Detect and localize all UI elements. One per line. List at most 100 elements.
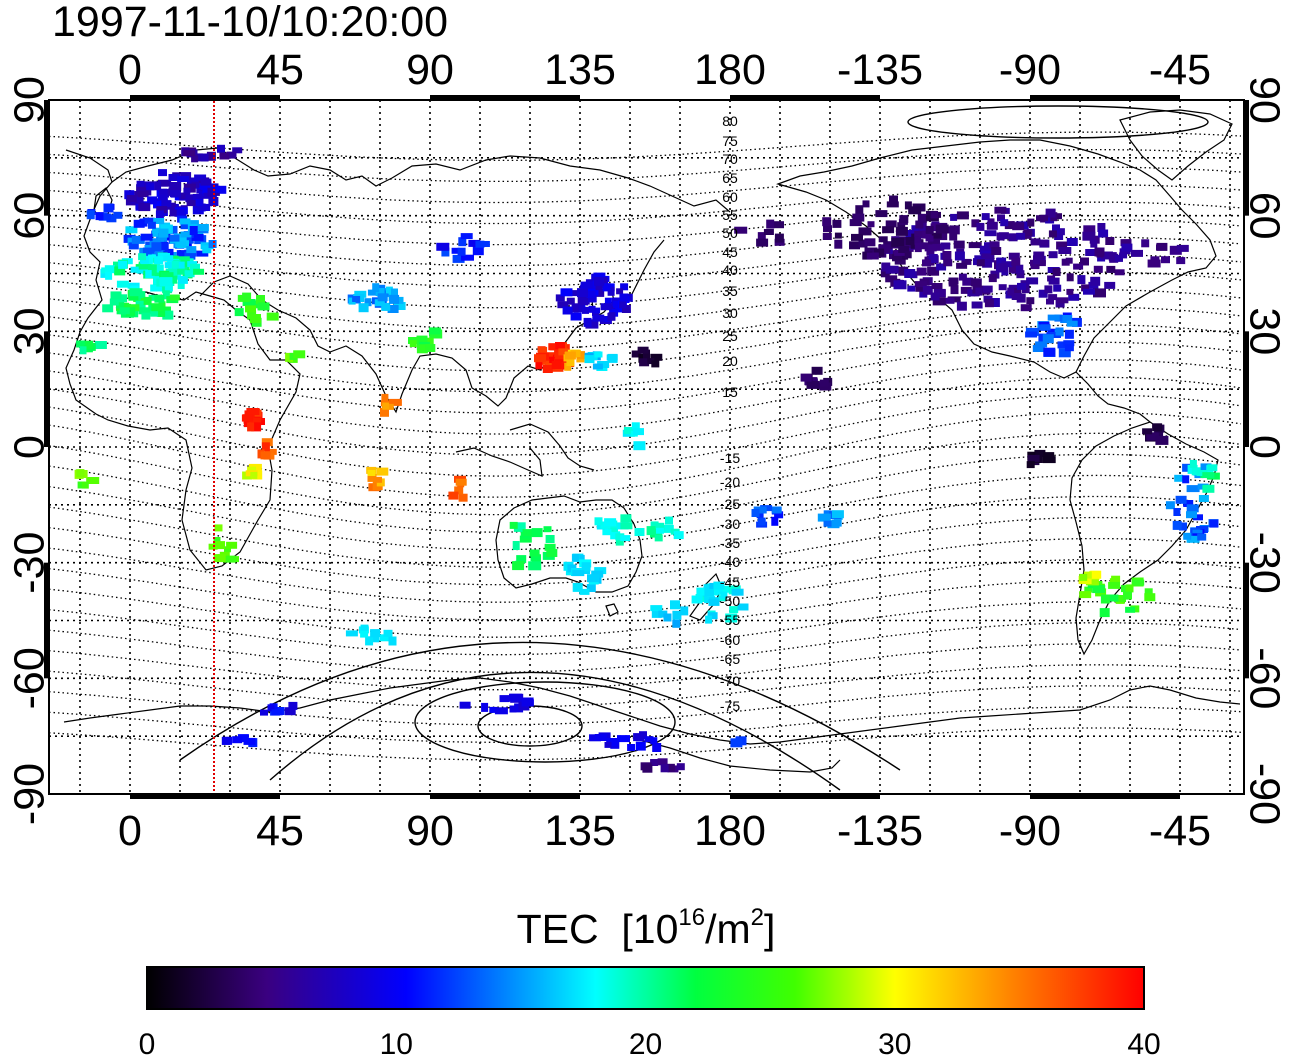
tec-pixel bbox=[219, 152, 230, 160]
tec-pixel bbox=[984, 242, 991, 251]
tec-pixel bbox=[757, 517, 766, 526]
tec-pixel bbox=[194, 174, 207, 181]
tec-pixel bbox=[600, 303, 612, 311]
tec-pixel bbox=[654, 534, 663, 542]
tec-pixel bbox=[86, 210, 95, 220]
tec-pixel bbox=[709, 582, 717, 589]
tec-pixel bbox=[528, 561, 542, 571]
tec-pixel bbox=[152, 227, 164, 237]
tec-pixel bbox=[1115, 254, 1123, 262]
tec-pixel bbox=[998, 232, 1009, 240]
tec-pixel bbox=[1077, 275, 1086, 285]
tec-pixel bbox=[997, 214, 1005, 222]
tec-pixel bbox=[1161, 256, 1170, 264]
tec-pixel bbox=[676, 763, 685, 771]
tec-pixel bbox=[185, 194, 199, 203]
tec-pixel bbox=[1186, 535, 1200, 543]
tec-pixel bbox=[1174, 474, 1184, 482]
tec-pixel bbox=[1056, 241, 1068, 250]
tec-pixel bbox=[138, 261, 151, 270]
colorbar-unit-mid: /m bbox=[705, 906, 751, 952]
tec-pixel bbox=[931, 211, 938, 219]
tec-pixel bbox=[560, 288, 573, 297]
tec-pixel bbox=[352, 296, 361, 302]
mlat-label: 50 bbox=[722, 225, 738, 241]
tec-pixel bbox=[1125, 584, 1134, 593]
tec-pixel bbox=[428, 327, 441, 335]
mlat-label: -45 bbox=[720, 574, 740, 590]
tec-pixel bbox=[375, 288, 385, 296]
tec-pixel bbox=[104, 265, 115, 274]
tec-pixel bbox=[634, 528, 645, 536]
mlat-label: 55 bbox=[722, 207, 738, 223]
tec-pixel bbox=[271, 709, 283, 716]
tec-pixel bbox=[834, 239, 843, 249]
left-lat-label: 60 bbox=[5, 192, 53, 240]
tec-pixel bbox=[643, 349, 650, 359]
tec-pixel bbox=[916, 267, 927, 276]
mlat-label: 65 bbox=[722, 170, 738, 186]
tec-pixel bbox=[572, 570, 585, 577]
tec-pixel bbox=[102, 304, 114, 313]
tec-pixel bbox=[475, 240, 485, 248]
tec-pixel bbox=[1090, 570, 1102, 579]
tec-pixel bbox=[831, 510, 844, 519]
tec-pixel bbox=[1152, 423, 1163, 432]
tec-pixel bbox=[774, 221, 784, 229]
tec-pixel bbox=[1000, 219, 1009, 227]
tec-pixel bbox=[932, 243, 945, 251]
tec-pixel bbox=[1144, 588, 1153, 598]
tec-pixel bbox=[379, 634, 392, 642]
tec-pixel bbox=[610, 531, 621, 540]
tec-pixel bbox=[961, 258, 972, 265]
tec-pixel bbox=[1083, 288, 1095, 295]
tec-pixel bbox=[158, 179, 171, 187]
tec-pixel bbox=[198, 183, 209, 190]
bottom-lon-label: 135 bbox=[544, 807, 616, 855]
tec-pixel bbox=[831, 519, 842, 527]
tec-pixel bbox=[939, 231, 948, 241]
tec-pixel bbox=[177, 256, 190, 264]
tec-pixel bbox=[1008, 252, 1020, 260]
tec-pixel bbox=[145, 270, 158, 279]
tec-pixel bbox=[1025, 331, 1038, 338]
tec-pixel bbox=[128, 292, 139, 301]
tec-pixel bbox=[515, 522, 526, 530]
tec-pixel bbox=[763, 229, 774, 235]
tec-pixel bbox=[1207, 464, 1218, 472]
tec-pixel bbox=[197, 204, 211, 211]
right-lat-label: 0 bbox=[1241, 435, 1289, 459]
tec-pixel bbox=[1004, 221, 1015, 230]
tec-pixel bbox=[1183, 500, 1194, 507]
tec-pixel bbox=[989, 241, 1000, 249]
tec-pixel bbox=[658, 610, 668, 618]
tec-pixel bbox=[423, 337, 434, 346]
tec-pixel bbox=[981, 253, 995, 263]
tec-pixel bbox=[159, 277, 173, 287]
tec-pixel bbox=[1055, 327, 1064, 336]
tec-pixel bbox=[138, 307, 151, 315]
tec-pixel bbox=[932, 297, 946, 306]
tec-pixel bbox=[196, 250, 209, 257]
tec-pixel bbox=[169, 294, 180, 301]
tec-pixel bbox=[1097, 223, 1106, 232]
tec-pixel bbox=[128, 242, 139, 250]
tec-pixel bbox=[142, 217, 155, 224]
tec-pixel bbox=[81, 481, 89, 489]
tec-pixel bbox=[1038, 324, 1051, 331]
left-lat-label: -30 bbox=[5, 532, 53, 594]
tec-pixel bbox=[1096, 250, 1104, 258]
tec-pixel bbox=[217, 144, 225, 153]
tec-pixel bbox=[1121, 243, 1133, 252]
tec-pixel bbox=[650, 737, 658, 745]
tec-pixel bbox=[1046, 298, 1054, 305]
tec-pixel bbox=[191, 155, 199, 163]
tec-pixel bbox=[852, 213, 865, 222]
tec-pixel bbox=[604, 297, 612, 305]
tec-pixel bbox=[557, 301, 569, 309]
tec-pixel bbox=[138, 253, 147, 261]
tec-pixel bbox=[365, 637, 374, 646]
tec-pixel bbox=[374, 299, 385, 307]
left-lat-label: -90 bbox=[5, 763, 53, 825]
tec-pixel bbox=[998, 263, 1008, 272]
